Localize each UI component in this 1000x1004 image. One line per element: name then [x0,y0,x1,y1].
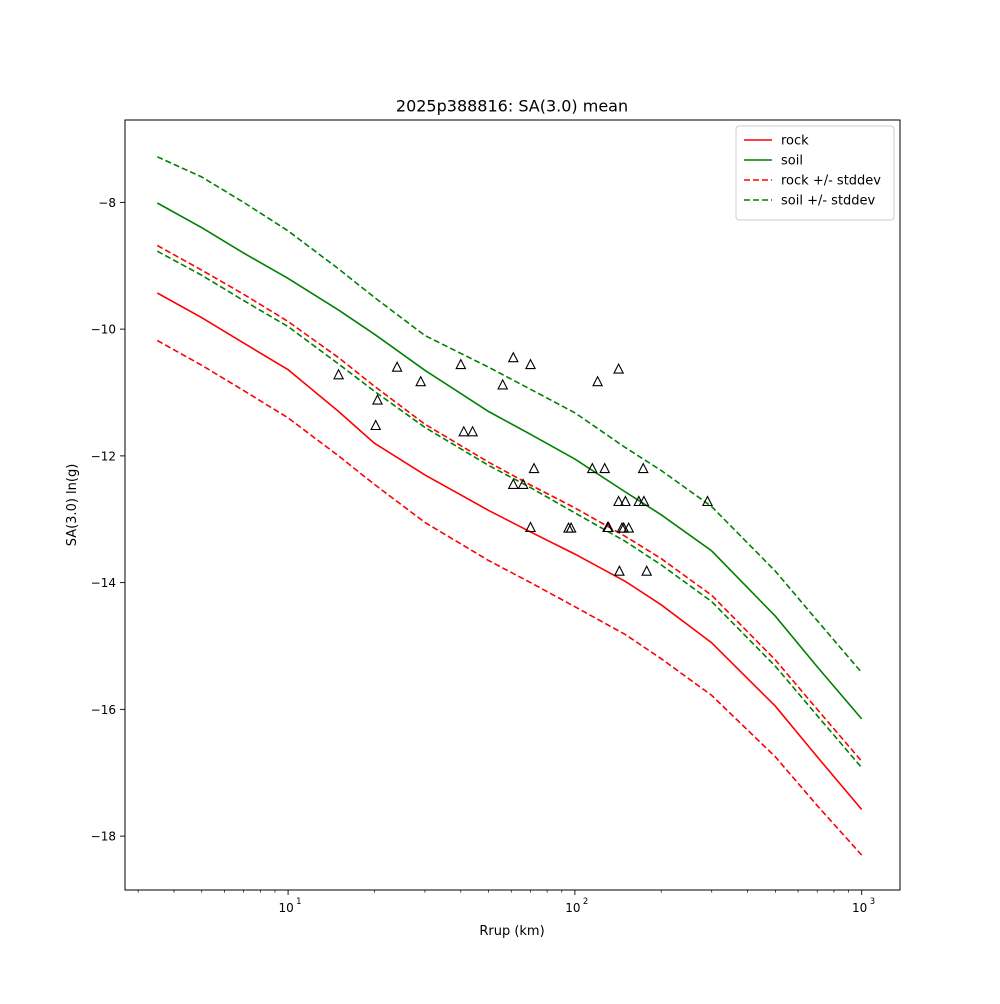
series-line-0 [156,292,863,811]
observation-point [592,375,604,387]
observation-point [391,360,403,372]
x-tick-label-exponent: 1 [296,897,301,907]
observation-point [637,462,649,474]
chart-title: 2025p388816: SA(3.0) mean [396,97,628,116]
y-tick-label: −18 [91,830,116,844]
observation-point [638,495,650,507]
observation-point [467,425,479,437]
observation-point [415,375,427,387]
series-line-3 [156,339,863,856]
observation-point [619,495,631,507]
observation-point [528,462,540,474]
observation-point [507,478,519,489]
x-tick-label-exponent: 3 [870,897,875,907]
legend-label: rock +/- stddev [781,174,881,189]
observation-point [599,462,611,474]
legend: rock soil rock +/- stddev soil +/- stddev [735,125,895,221]
observation-point [613,495,625,507]
legend-label: soil +/- stddev [781,194,876,209]
legend-label: rock [781,134,809,149]
observation-point [525,358,536,370]
y-tick-label: −16 [91,703,116,717]
observation-point [458,425,470,437]
plot-frame [124,119,901,891]
observation-point [525,521,536,533]
legend-box [735,125,895,221]
observation-point [497,378,509,390]
y-tick-label: −12 [91,449,116,463]
x-tick-label: 10 [278,901,293,915]
observation-point [613,362,625,374]
observation-point [517,478,529,489]
x-tick-label: 10 [852,901,867,915]
observation-point [372,393,383,405]
observation-point [565,521,577,533]
series-line-1 [156,202,863,720]
axes: 10 1 10 2 10 3−8−10−12−14−16−18 [91,119,901,915]
x-tick-label-exponent: 2 [583,897,588,907]
y-axis-label: SA(3.0) ln(g) [65,464,80,547]
x-tick-label: 10 [565,901,580,915]
observation-point [623,521,635,533]
observation-point [507,351,519,363]
observation-point [603,521,614,533]
observation-point [455,358,467,370]
series-group [156,156,863,856]
observation-point [586,462,598,474]
observation-point [641,564,653,576]
y-tick-label: −14 [91,576,116,590]
series-line-4 [156,156,863,674]
series-line-5 [156,250,863,769]
series-line-2 [156,244,863,762]
legend-label: soil [781,154,803,169]
observation-point [613,564,625,576]
y-tick-label: −8 [98,196,116,210]
y-tick-label: −10 [91,323,116,337]
observation-point [333,368,345,380]
observation-point [370,419,382,431]
x-axis-label: Rrup (km) [479,924,544,939]
observation-point [702,495,713,507]
plot-area [156,156,863,856]
